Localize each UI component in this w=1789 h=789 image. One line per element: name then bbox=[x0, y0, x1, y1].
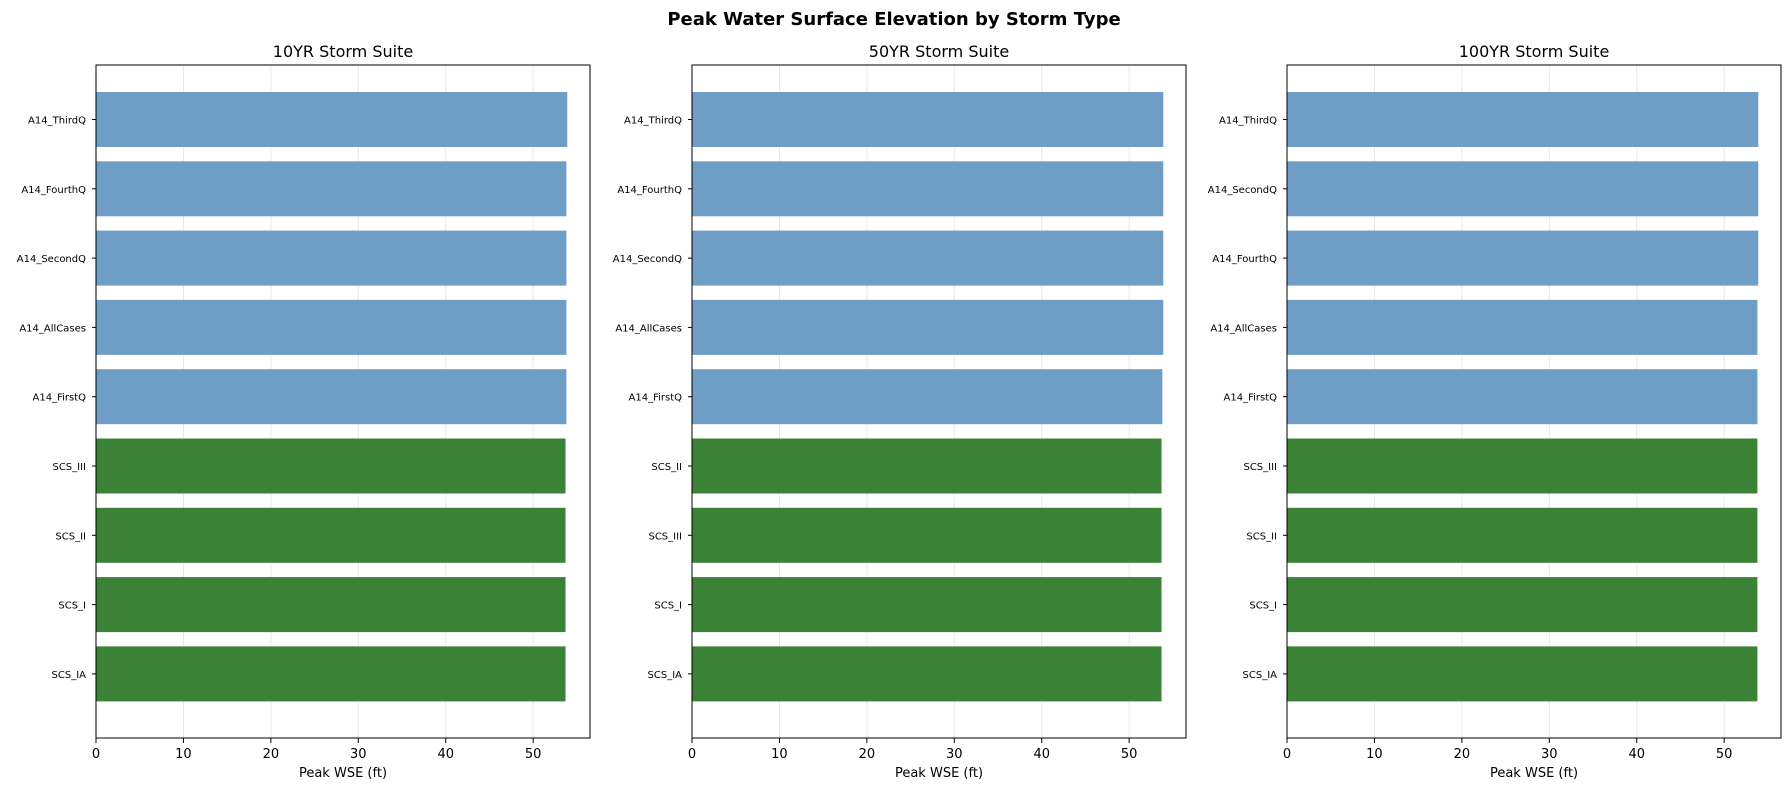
bar-scs-ii bbox=[692, 438, 1162, 494]
bar-scs-ii bbox=[1287, 507, 1758, 563]
panel-title: 100YR Storm Suite bbox=[1459, 42, 1610, 61]
bar-scs-iii bbox=[1287, 438, 1758, 494]
bar-a14-secondq bbox=[1287, 161, 1759, 217]
bar-scs-iii bbox=[692, 507, 1162, 563]
x-tick-label: 40 bbox=[437, 747, 454, 762]
category-label: SCS_IA bbox=[52, 670, 87, 681]
x-tick-label: 50 bbox=[1716, 747, 1733, 762]
category-label: A14_FirstQ bbox=[1224, 393, 1278, 404]
x-tick-label: 0 bbox=[92, 747, 100, 762]
bar-a14-fourthq bbox=[692, 161, 1164, 217]
bar-scs-i bbox=[1287, 577, 1758, 633]
panel-title: 10YR Storm Suite bbox=[273, 42, 413, 61]
bar-a14-allcases bbox=[1287, 299, 1758, 355]
bar-scs-ia bbox=[96, 646, 566, 702]
category-label: SCS_I bbox=[1249, 601, 1277, 612]
category-label: SCS_IA bbox=[1243, 670, 1278, 681]
category-label: SCS_II bbox=[651, 462, 682, 473]
category-label: A14_ThirdQ bbox=[28, 116, 86, 127]
bar-a14-secondq bbox=[692, 230, 1164, 286]
bar-a14-fourthq bbox=[96, 161, 567, 217]
panel-title: 50YR Storm Suite bbox=[869, 42, 1009, 61]
bar-a14-allcases bbox=[96, 299, 567, 355]
category-label: SCS_III bbox=[1243, 462, 1277, 473]
category-label: A14_FirstQ bbox=[33, 393, 87, 404]
category-label: A14_ThirdQ bbox=[624, 116, 682, 127]
x-tick-label: 20 bbox=[859, 747, 876, 762]
bar-a14-allcases bbox=[692, 299, 1164, 355]
x-tick-label: 0 bbox=[1283, 747, 1291, 762]
bar-a14-firstq bbox=[1287, 369, 1758, 425]
category-label: A14_SecondQ bbox=[1208, 185, 1277, 196]
x-tick-label: 50 bbox=[1121, 747, 1138, 762]
figure-title: Peak Water Surface Elevation by Storm Ty… bbox=[667, 9, 1120, 30]
x-tick-label: 10 bbox=[771, 747, 788, 762]
x-axis-label: Peak WSE (ft) bbox=[299, 766, 387, 781]
category-label: A14_FourthQ bbox=[21, 185, 86, 196]
category-label: A14_AllCases bbox=[19, 323, 86, 334]
axes-frame bbox=[95, 64, 591, 739]
x-tick-label: 20 bbox=[263, 747, 280, 762]
x-tick-label: 40 bbox=[1033, 747, 1050, 762]
x-tick-label: 30 bbox=[946, 747, 963, 762]
axes-frame bbox=[1286, 64, 1782, 739]
category-label: SCS_II bbox=[1246, 531, 1277, 542]
category-label: SCS_III bbox=[52, 462, 86, 473]
bar-a14-firstq bbox=[692, 369, 1163, 425]
category-label: A14_FourthQ bbox=[617, 185, 682, 196]
category-label: SCS_IA bbox=[648, 670, 683, 681]
category-label: A14_SecondQ bbox=[17, 254, 86, 265]
category-label: A14_FirstQ bbox=[629, 393, 683, 404]
x-tick-label: 30 bbox=[350, 747, 367, 762]
chart-panels: A14_ThirdQ A14_FourthQ A14_SecondQ A14_AllC… bbox=[17, 42, 1782, 781]
category-label: A14_AllCases bbox=[615, 323, 682, 334]
bar-scs-i bbox=[96, 577, 566, 633]
category-label: SCS_I bbox=[58, 601, 86, 612]
category-label: A14_ThirdQ bbox=[1219, 116, 1277, 127]
category-label: SCS_II bbox=[55, 531, 86, 542]
bar-scs-ii bbox=[96, 507, 566, 563]
x-tick-label: 10 bbox=[1366, 747, 1383, 762]
bar-a14-fourthq bbox=[1287, 230, 1759, 286]
bar-scs-ia bbox=[692, 646, 1162, 702]
bar-scs-iii bbox=[96, 438, 566, 494]
chart-panel: A14_ThirdQ A14_FourthQ A14_SecondQ A14_AllC… bbox=[17, 42, 591, 781]
bar-a14-thirdq bbox=[692, 92, 1164, 147]
bar-a14-firstq bbox=[96, 369, 567, 425]
axes-frame bbox=[691, 64, 1187, 739]
x-axis-label: Peak WSE (ft) bbox=[895, 766, 983, 781]
x-tick-label: 10 bbox=[175, 747, 192, 762]
x-tick-label: 40 bbox=[1628, 747, 1645, 762]
category-label: A14_FourthQ bbox=[1212, 254, 1277, 265]
x-axis-label: Peak WSE (ft) bbox=[1490, 766, 1578, 781]
bar-a14-thirdq bbox=[96, 92, 568, 147]
bar-a14-thirdq bbox=[1287, 92, 1759, 147]
x-tick-label: 0 bbox=[688, 747, 696, 762]
category-label: SCS_III bbox=[648, 531, 682, 542]
chart-panel: A14_ThirdQ A14_SecondQ A14_FourthQ A14_AllC… bbox=[1208, 42, 1782, 781]
bar-scs-i bbox=[692, 577, 1162, 633]
x-tick-label: 30 bbox=[1541, 747, 1558, 762]
bar-a14-secondq bbox=[96, 230, 567, 286]
x-tick-label: 50 bbox=[525, 747, 542, 762]
category-label: A14_AllCases bbox=[1210, 323, 1277, 334]
chart-panel: A14_ThirdQ A14_FourthQ A14_SecondQ A14_AllC… bbox=[613, 42, 1187, 781]
bar-scs-ia bbox=[1287, 646, 1758, 702]
x-tick-label: 20 bbox=[1454, 747, 1471, 762]
category-label: A14_SecondQ bbox=[613, 254, 682, 265]
category-label: SCS_I bbox=[654, 601, 682, 612]
